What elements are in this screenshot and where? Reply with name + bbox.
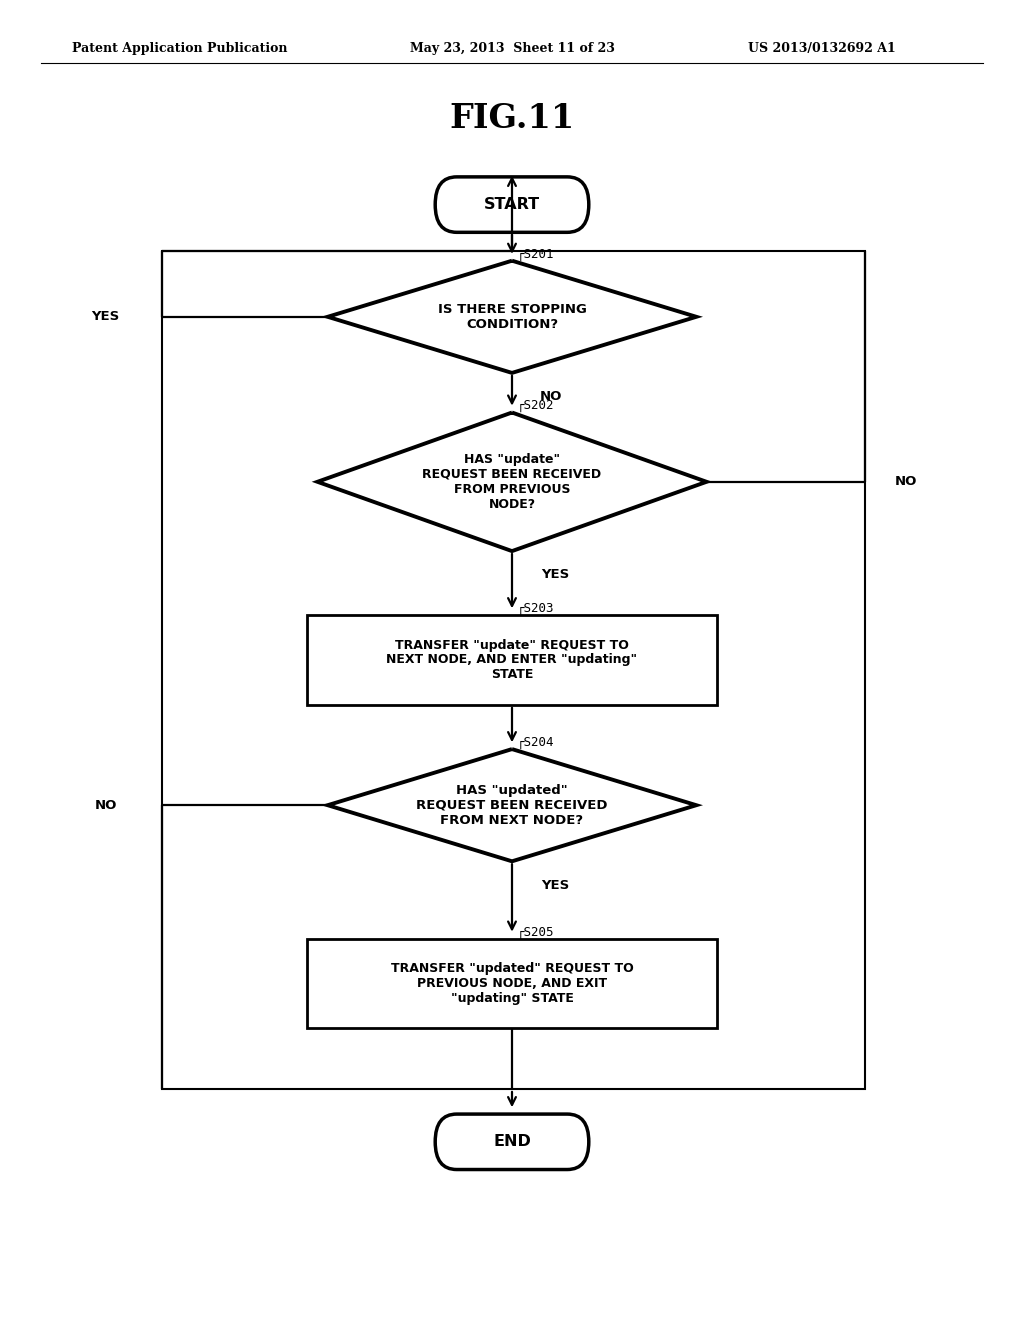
Text: START: START bbox=[484, 197, 540, 213]
FancyBboxPatch shape bbox=[307, 939, 717, 1028]
Polygon shape bbox=[317, 412, 707, 552]
Text: FIG.11: FIG.11 bbox=[450, 103, 574, 135]
Text: TRANSFER "update" REQUEST TO
NEXT NODE, AND ENTER "updating"
STATE: TRANSFER "update" REQUEST TO NEXT NODE, … bbox=[386, 639, 638, 681]
FancyBboxPatch shape bbox=[307, 615, 717, 705]
Polygon shape bbox=[328, 750, 696, 861]
Text: ┌S205: ┌S205 bbox=[517, 925, 555, 939]
Text: YES: YES bbox=[91, 310, 120, 323]
Text: ┌S202: ┌S202 bbox=[517, 400, 555, 412]
Text: HAS "updated"
REQUEST BEEN RECEIVED
FROM NEXT NODE?: HAS "updated" REQUEST BEEN RECEIVED FROM… bbox=[416, 784, 608, 826]
Text: YES: YES bbox=[541, 879, 569, 891]
Polygon shape bbox=[328, 261, 696, 372]
Text: HAS "update"
REQUEST BEEN RECEIVED
FROM PREVIOUS
NODE?: HAS "update" REQUEST BEEN RECEIVED FROM … bbox=[423, 453, 601, 511]
Text: TRANSFER "updated" REQUEST TO
PREVIOUS NODE, AND EXIT
"updating" STATE: TRANSFER "updated" REQUEST TO PREVIOUS N… bbox=[390, 962, 634, 1005]
Text: US 2013/0132692 A1: US 2013/0132692 A1 bbox=[748, 42, 895, 55]
Text: NO: NO bbox=[540, 391, 562, 403]
Text: May 23, 2013  Sheet 11 of 23: May 23, 2013 Sheet 11 of 23 bbox=[410, 42, 614, 55]
Text: YES: YES bbox=[541, 569, 569, 581]
Text: NO: NO bbox=[94, 799, 117, 812]
Text: Patent Application Publication: Patent Application Publication bbox=[72, 42, 287, 55]
Text: ┌S204: ┌S204 bbox=[517, 737, 555, 750]
Text: ┌S203: ┌S203 bbox=[517, 602, 555, 615]
Text: IS THERE STOPPING
CONDITION?: IS THERE STOPPING CONDITION? bbox=[437, 302, 587, 331]
Text: END: END bbox=[494, 1134, 530, 1150]
FancyBboxPatch shape bbox=[435, 1114, 589, 1170]
Text: ┌S201: ┌S201 bbox=[517, 248, 555, 261]
FancyBboxPatch shape bbox=[435, 177, 589, 232]
Text: NO: NO bbox=[895, 475, 918, 488]
